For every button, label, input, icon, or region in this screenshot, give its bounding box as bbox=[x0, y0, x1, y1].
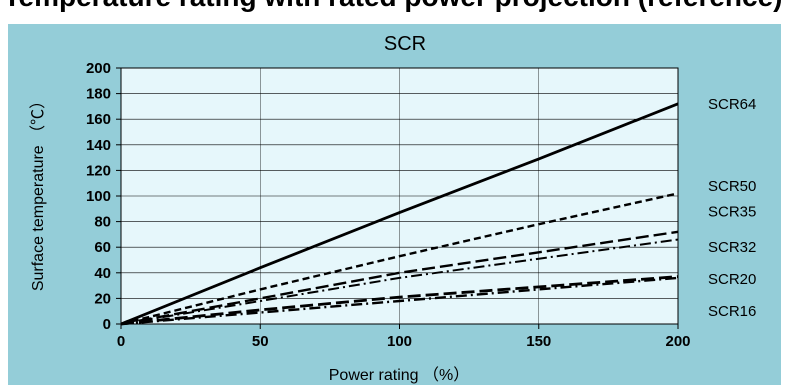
y-tick-label: 140 bbox=[86, 137, 111, 154]
series-line-scr50 bbox=[120, 192, 679, 326]
x-tick-label: 200 bbox=[665, 333, 690, 350]
series-labels: SCR64 SCR50 SCR35 SCR32 SCR20 SCR16 bbox=[708, 96, 756, 320]
y-tick-label: 20 bbox=[94, 290, 111, 307]
y-tick-label: 100 bbox=[86, 188, 111, 205]
y-tick-label: 200 bbox=[86, 60, 111, 77]
y-tick-label: 60 bbox=[94, 239, 111, 256]
chart-panel: SCR 0 20 40 60 80 100 120 140 160 180 200 0 50 100 15… bbox=[8, 24, 781, 385]
y-tick-label: 160 bbox=[86, 111, 111, 128]
y-tick-label: 40 bbox=[94, 265, 111, 282]
series-lines bbox=[120, 102, 679, 326]
x-axis-label: Power rating （%） bbox=[329, 366, 470, 384]
grid-lines bbox=[121, 68, 678, 324]
x-tick-label: 100 bbox=[387, 333, 412, 350]
y-axis-label: Surface temperature （℃） bbox=[29, 93, 47, 291]
x-tick-label: 50 bbox=[252, 333, 269, 350]
series-line-scr35 bbox=[120, 230, 679, 326]
x-tick-label: 150 bbox=[526, 333, 551, 350]
series-label-scr64: SCR64 bbox=[708, 96, 756, 113]
series-label-scr32: SCR32 bbox=[708, 239, 756, 256]
series-line-scr64 bbox=[120, 102, 679, 326]
series-label-scr16: SCR16 bbox=[708, 303, 756, 320]
y-tick-label: 180 bbox=[86, 86, 111, 103]
series-label-scr50: SCR50 bbox=[708, 178, 756, 195]
page-title: Temperature rating with rated power proj… bbox=[0, 0, 786, 13]
chart-title: SCR bbox=[384, 33, 426, 55]
x-tick-label: 0 bbox=[117, 333, 125, 350]
y-axis: 0 20 40 60 80 100 120 140 160 180 200 bbox=[86, 60, 121, 333]
series-label-scr20: SCR20 bbox=[708, 271, 756, 288]
series-line-scr20 bbox=[120, 275, 679, 326]
series-line-scr16 bbox=[120, 276, 679, 326]
series-label-scr35: SCR35 bbox=[708, 203, 756, 220]
line-chart: SCR 0 20 40 60 80 100 120 140 160 180 200 0 50 100 15… bbox=[29, 33, 756, 384]
x-axis: 0 50 100 150 200 bbox=[117, 324, 691, 350]
y-tick-label: 80 bbox=[94, 214, 111, 231]
y-tick-label: 0 bbox=[103, 316, 111, 333]
top-title-strip: Temperature rating with rated power proj… bbox=[0, 0, 786, 24]
y-tick-label: 120 bbox=[86, 162, 111, 179]
series-line-scr32 bbox=[120, 238, 679, 325]
